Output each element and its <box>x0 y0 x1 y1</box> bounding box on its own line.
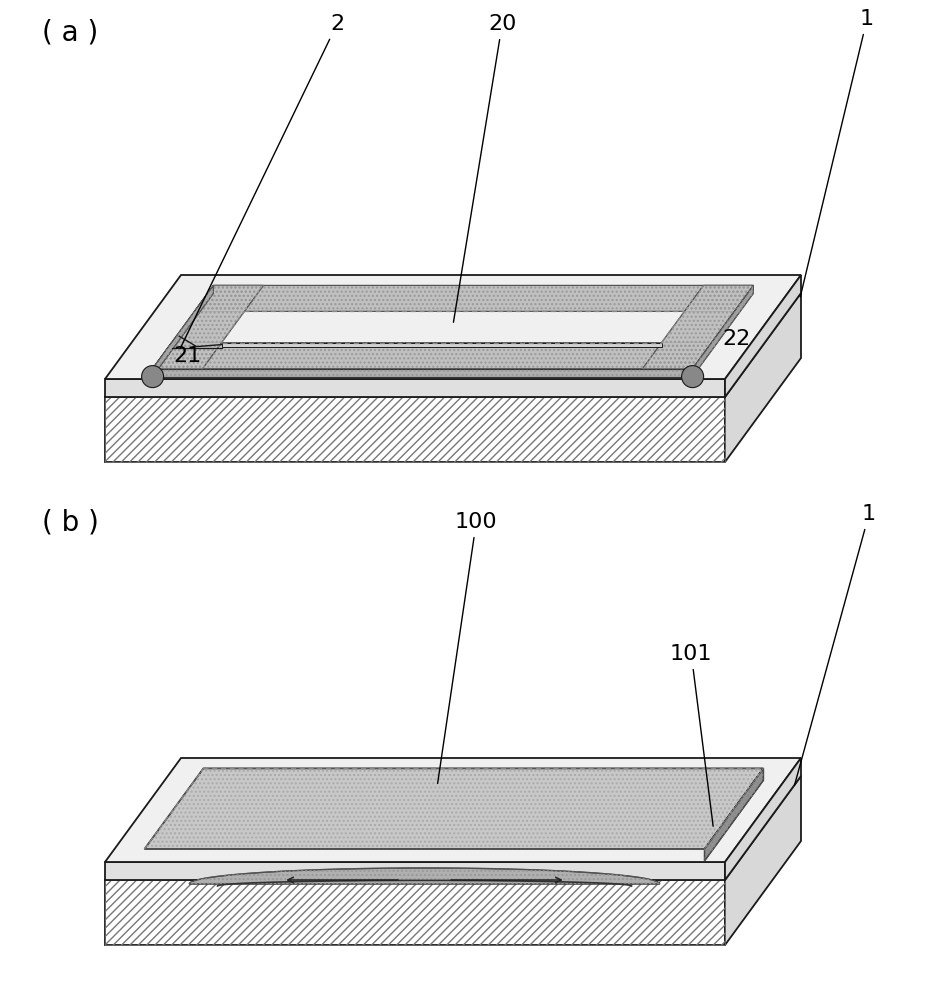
Circle shape <box>142 366 163 388</box>
Polygon shape <box>152 343 711 369</box>
Polygon shape <box>724 293 801 462</box>
Polygon shape <box>704 768 763 861</box>
Polygon shape <box>144 768 763 849</box>
Polygon shape <box>105 862 724 880</box>
Polygon shape <box>152 369 692 377</box>
Polygon shape <box>221 343 661 347</box>
Polygon shape <box>105 758 801 862</box>
Polygon shape <box>203 768 763 780</box>
Polygon shape <box>105 379 724 397</box>
Text: 100: 100 <box>437 512 497 783</box>
Text: 22: 22 <box>721 329 750 349</box>
Polygon shape <box>105 880 724 945</box>
Polygon shape <box>152 285 213 377</box>
Polygon shape <box>152 285 263 369</box>
Polygon shape <box>194 285 752 311</box>
Text: 20: 20 <box>453 14 515 322</box>
Text: 101: 101 <box>669 644 713 826</box>
Polygon shape <box>724 776 801 945</box>
Text: 1: 1 <box>800 9 873 297</box>
Polygon shape <box>105 397 724 462</box>
Text: ( a ): ( a ) <box>42 18 98 46</box>
Polygon shape <box>724 275 801 397</box>
Text: 1: 1 <box>794 504 875 785</box>
Polygon shape <box>105 776 801 880</box>
Polygon shape <box>189 868 659 884</box>
Polygon shape <box>105 293 801 397</box>
Polygon shape <box>642 285 752 369</box>
Polygon shape <box>105 275 801 379</box>
Polygon shape <box>692 285 752 377</box>
Text: 2: 2 <box>180 14 344 349</box>
Text: ( b ): ( b ) <box>42 508 99 536</box>
Text: 21: 21 <box>173 346 201 366</box>
Polygon shape <box>724 758 801 880</box>
Circle shape <box>681 366 703 388</box>
